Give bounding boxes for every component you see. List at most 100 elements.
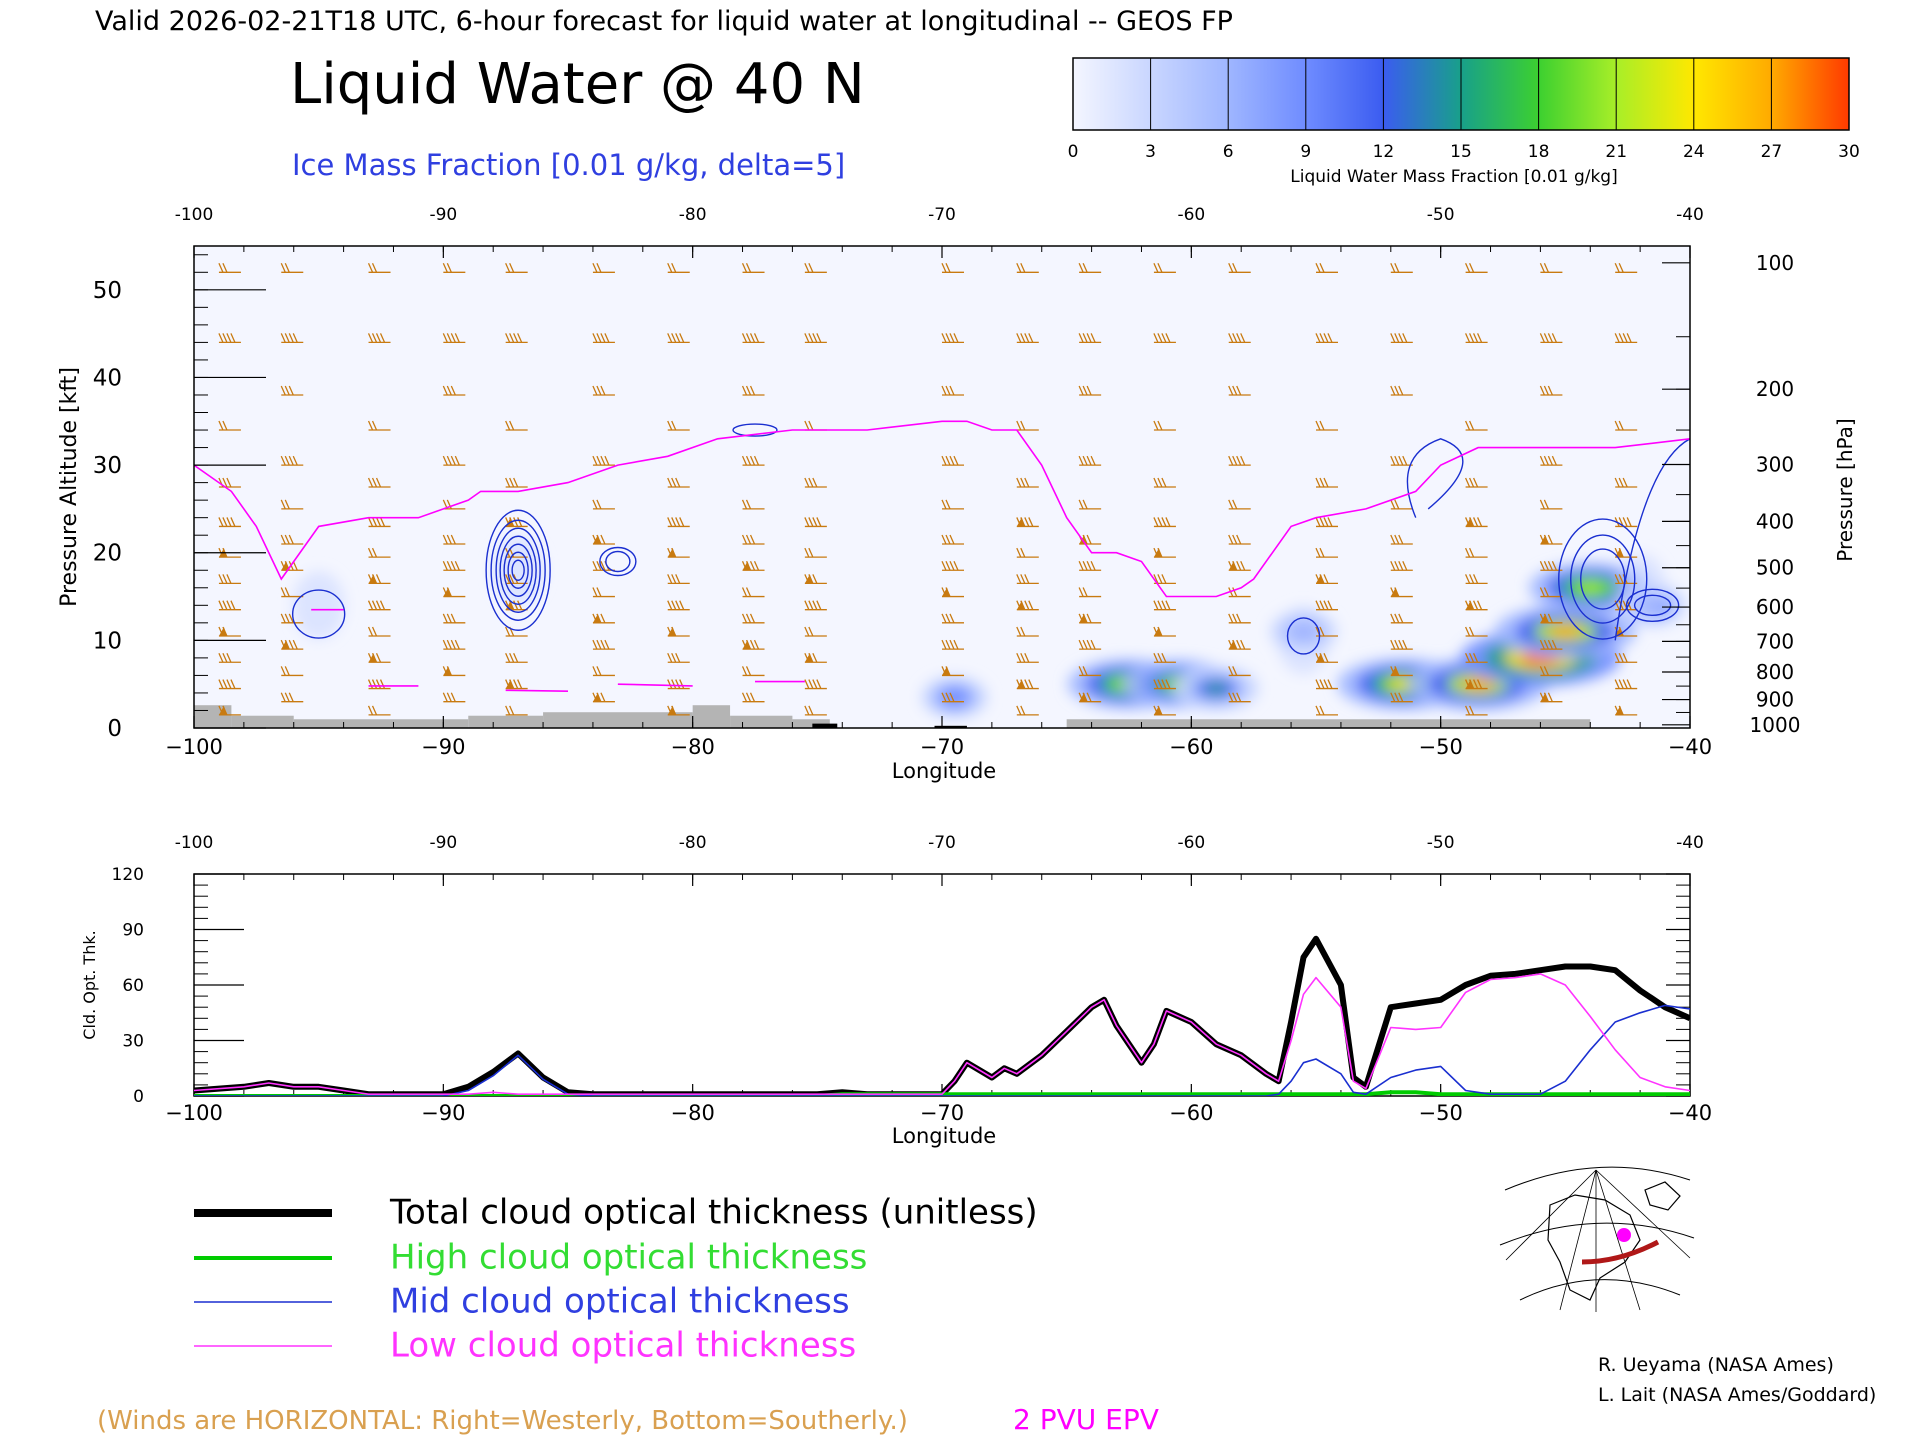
wind-barb <box>442 333 466 344</box>
wind-barb <box>941 692 964 703</box>
top-x-tick-label: −60 <box>1169 735 1213 759</box>
wind-barb <box>367 705 391 716</box>
colorbar-tick-label: 3 <box>1145 142 1156 162</box>
wind-barb <box>741 666 765 677</box>
wind-barb <box>1315 263 1338 273</box>
map-location-dot <box>1617 1228 1631 1242</box>
wind-barb <box>941 263 964 273</box>
wind-barb <box>1390 639 1413 650</box>
ice-contour-ring <box>605 550 631 573</box>
credit-ueyama: R. Ueyama (NASA Ames) <box>1598 1354 1834 1376</box>
wind-barb <box>1390 587 1413 598</box>
wind-barb <box>280 692 304 703</box>
wind-barb <box>367 517 391 528</box>
wind-barb <box>592 263 615 273</box>
ice-contour-ring <box>1625 588 1680 623</box>
wind-barb <box>218 517 241 528</box>
wind-barb <box>1315 574 1338 585</box>
wind-barb <box>1228 263 1251 273</box>
wind-barb <box>1016 574 1039 585</box>
ice-contour-ring <box>507 551 529 589</box>
terrain-segment <box>934 725 967 728</box>
ice-contour-ring <box>1580 548 1626 610</box>
wind-barb <box>1228 455 1251 466</box>
wind-barb <box>1315 600 1338 611</box>
wind-barb <box>1228 692 1251 703</box>
ice-contour-ring <box>490 519 546 621</box>
wind-barb <box>667 547 690 558</box>
wind-barb <box>667 333 690 344</box>
wind-barb <box>667 679 690 690</box>
top-x-tick-label: −50 <box>1419 735 1463 759</box>
legend-label-high: High cloud optical thickness <box>390 1238 867 1278</box>
wind-barb <box>667 517 690 528</box>
wind-barb <box>442 587 466 598</box>
colorbar-tick-label: 27 <box>1761 142 1783 162</box>
colorbar-tick-label: 9 <box>1300 142 1311 162</box>
ice-contour-ring <box>1633 594 1672 617</box>
top-x-tick-label: −70 <box>920 735 964 759</box>
wind-barb <box>1016 517 1039 528</box>
bottom-x-tick-label: −40 <box>1668 1101 1712 1125</box>
wind-barb <box>280 666 304 677</box>
bottom-x-top-tick-label: -60 <box>1177 833 1205 853</box>
wind-barb <box>941 455 964 466</box>
liquid-water-field <box>292 536 1686 719</box>
top-ylabel-right: Pressure [hPa] <box>1833 418 1857 561</box>
wind-barb <box>741 639 765 650</box>
wind-barb <box>280 263 304 273</box>
wind-barb <box>1315 705 1338 716</box>
ice-contour-ring <box>485 509 551 631</box>
colorbar: 0 3 6 9 12 15 18 21 24 27 30 <box>1068 57 1860 162</box>
wind-barb <box>1465 333 1488 344</box>
wind-barb <box>1078 263 1102 273</box>
top-p-tick-label: 900 <box>1756 688 1794 712</box>
wind-barb <box>1390 613 1413 624</box>
wind-barb <box>1465 679 1488 690</box>
wind-barb <box>1153 653 1176 663</box>
wind-barb <box>1228 639 1251 650</box>
map-meridians <box>1505 1169 1691 1312</box>
wind-barb <box>505 705 528 716</box>
top-p-tick-label: 300 <box>1756 453 1794 477</box>
wind-barb <box>505 477 528 488</box>
top-x-top-tick-label: -80 <box>679 205 707 225</box>
wind-barb <box>667 263 690 273</box>
wind-barb <box>1228 534 1251 545</box>
bottom-x-top-tick-label: -50 <box>1427 833 1455 853</box>
top-p-tick-label: 100 <box>1756 251 1794 275</box>
wind-barb <box>804 600 827 611</box>
wind-barb <box>941 587 964 598</box>
legend-label-low: Low cloud optical thickness <box>390 1326 856 1366</box>
terrain-segment <box>792 719 830 728</box>
terrain-segment <box>730 715 793 728</box>
wind-barb <box>442 639 466 650</box>
wind-barb <box>218 420 241 431</box>
wind-barb <box>1390 263 1413 273</box>
liquid-water-blob <box>1205 682 1227 695</box>
terrain-segment <box>194 705 232 728</box>
wind-barb <box>218 705 241 716</box>
colorbar-tick-label: 15 <box>1450 142 1472 162</box>
ice-contour-ring <box>499 535 537 605</box>
wind-barb <box>218 333 241 344</box>
bottom-x-top-tick-label: -40 <box>1676 833 1704 853</box>
wind-barb <box>941 499 964 510</box>
ice-contour-ring <box>1614 438 1690 641</box>
wind-barb <box>1614 705 1638 716</box>
wind-barb <box>442 455 466 466</box>
wind-barb <box>1315 547 1338 558</box>
wind-barb <box>1078 385 1102 396</box>
wind-barb <box>804 679 827 690</box>
wind-barb <box>367 679 391 690</box>
wind-barb <box>741 385 765 396</box>
wind-barb <box>1078 560 1102 571</box>
bottom-x-tick-label: −70 <box>920 1101 964 1125</box>
terrain-segment <box>812 723 838 728</box>
wind-barb <box>442 560 466 571</box>
wind-barb <box>367 574 391 585</box>
ice-contour-ring <box>291 589 346 639</box>
wind-barb <box>741 587 765 598</box>
wind-barb <box>941 639 964 650</box>
